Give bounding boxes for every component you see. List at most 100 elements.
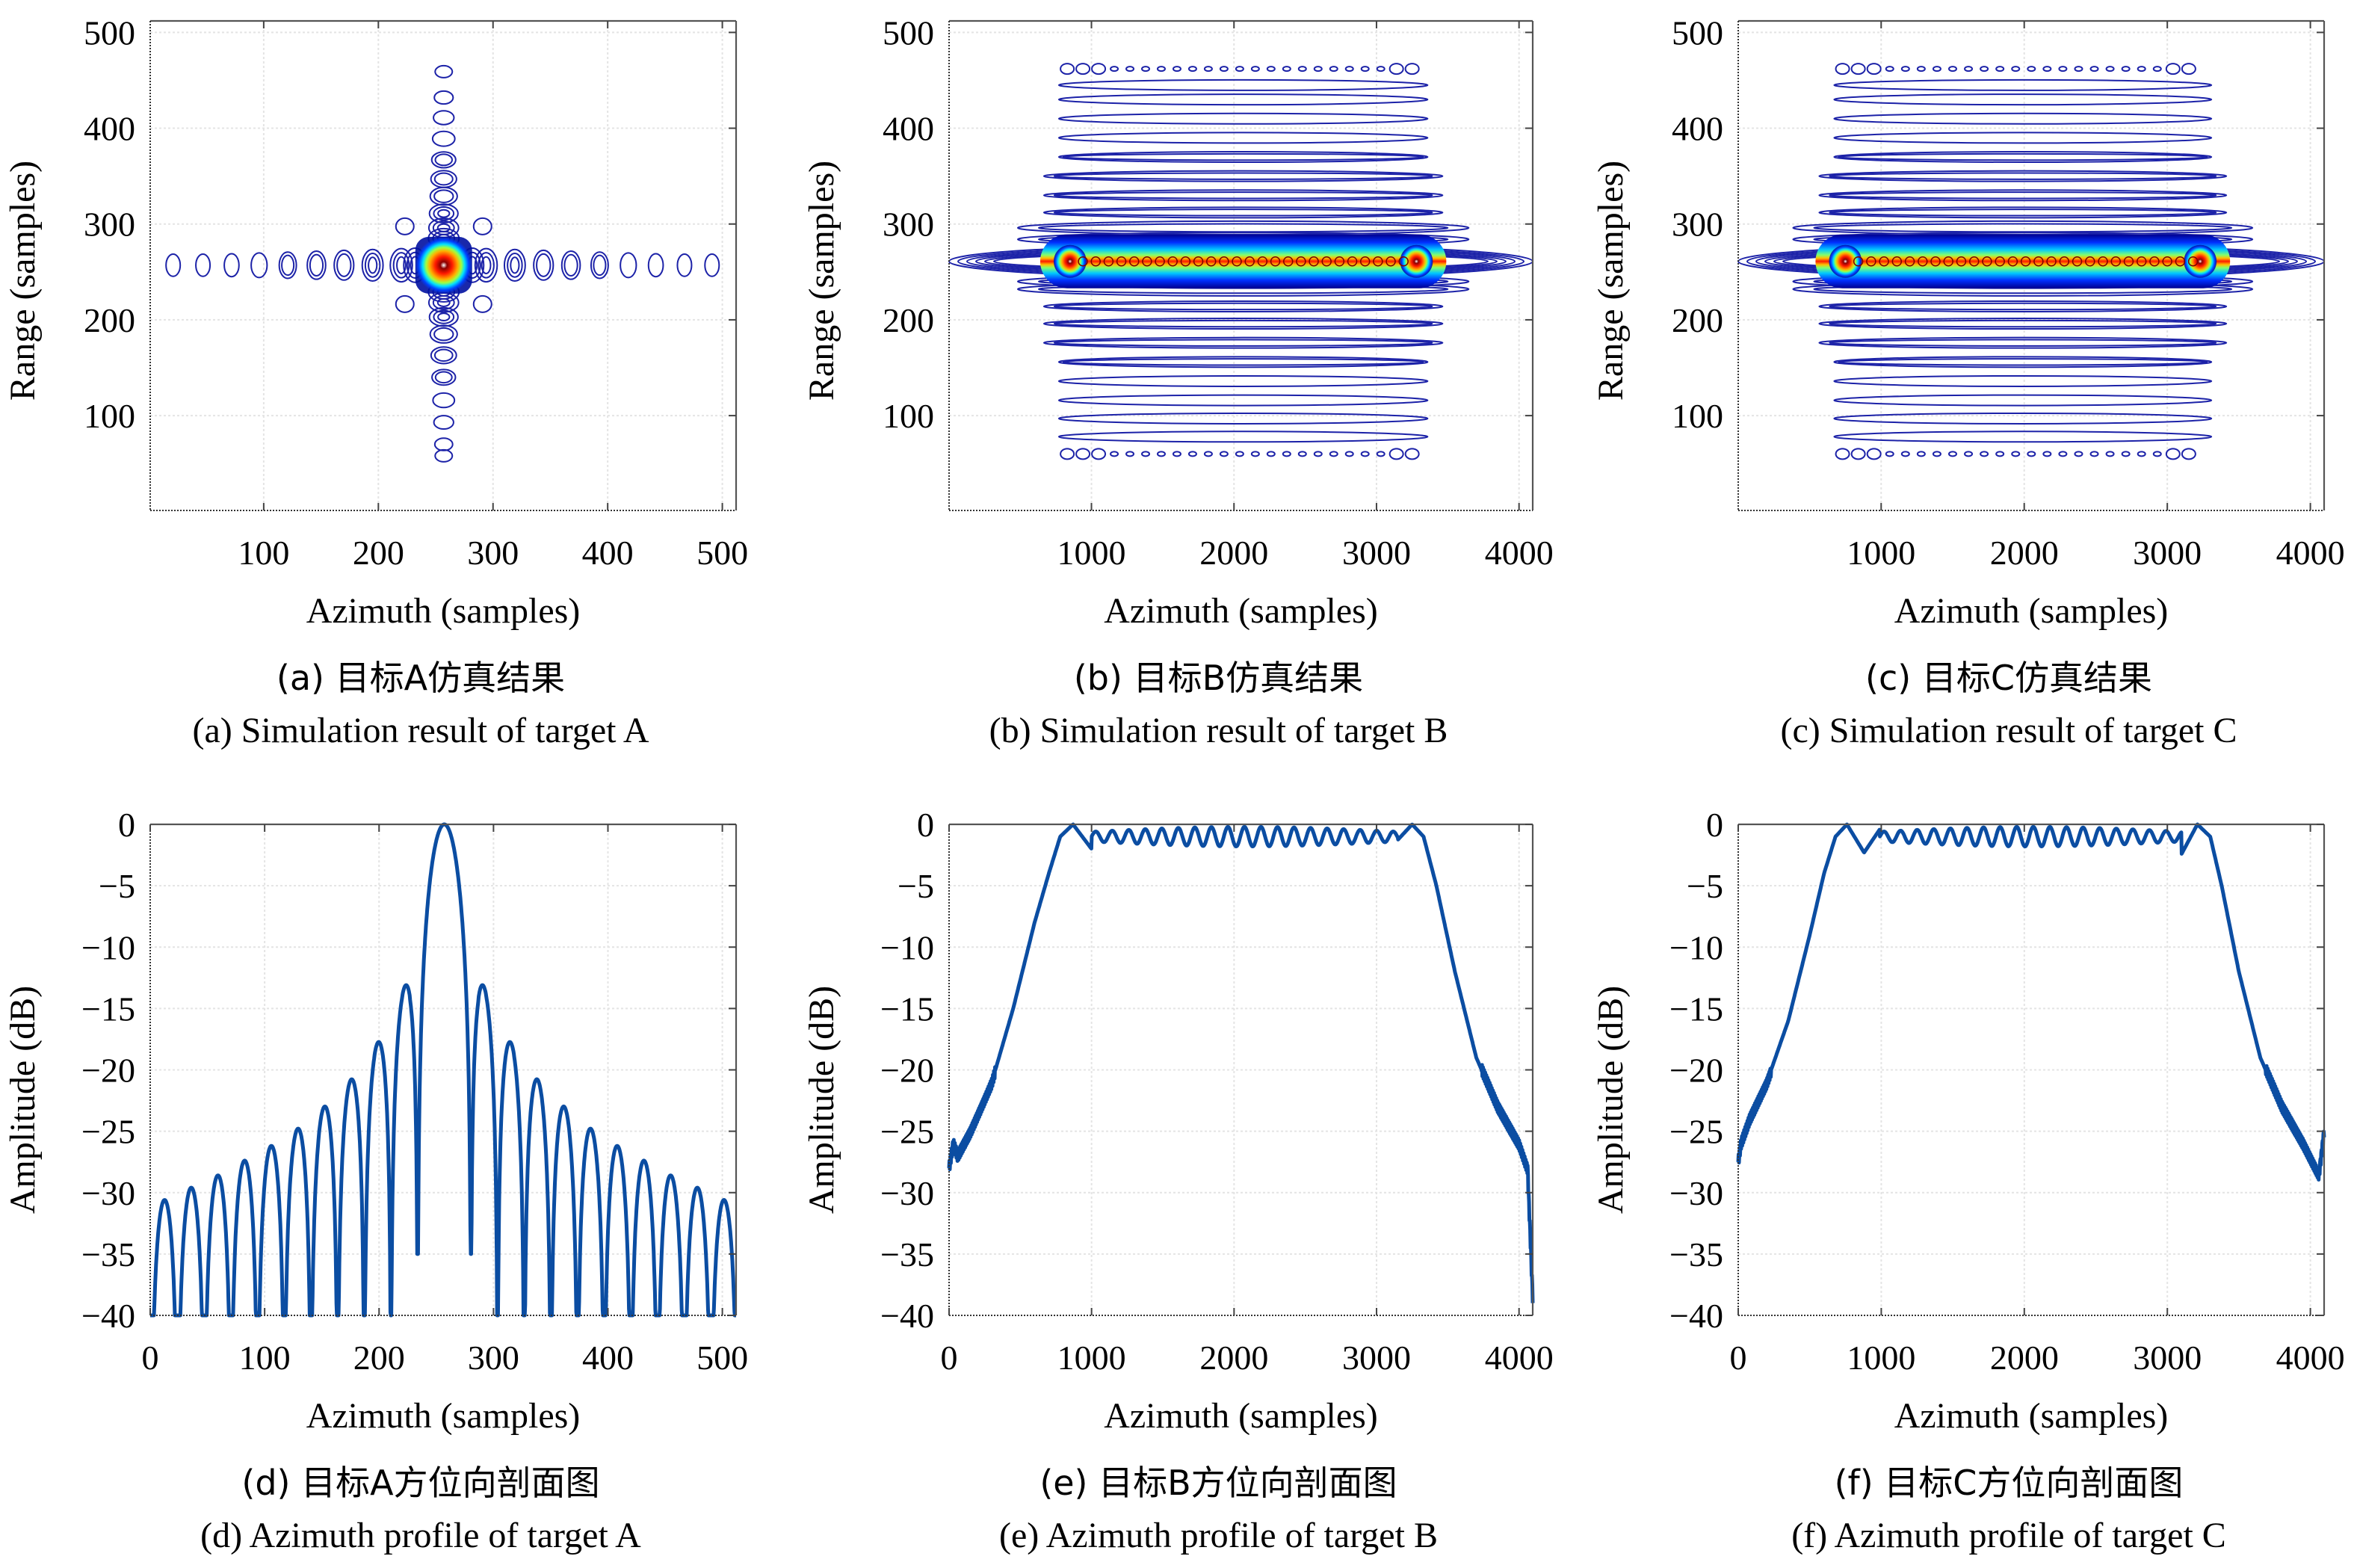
caption-en-e: (e) Azimuth profile of target B [999, 1516, 1438, 1555]
sidelobe-azimuth [392, 252, 410, 279]
sidelobe-row-inner [1838, 358, 2208, 366]
sidelobe-range [437, 209, 451, 218]
sidelobe-row-inner [1829, 302, 2217, 311]
ripple-peak [1879, 256, 1889, 267]
sidelobe-azimuth [389, 247, 413, 283]
sidelobe-row-inner [1829, 172, 2217, 180]
panel-a: 100 200 300 400 500 100 200 300 400 500 Azimuth (s… [3, 13, 748, 631]
sidelobe-dot [1125, 451, 1135, 457]
sidelobe-dot [1156, 66, 1166, 72]
y-tick-label: −20 [1669, 1052, 1723, 1090]
y-tick-label: −5 [898, 867, 934, 905]
sidelobe-dot [1947, 66, 1957, 72]
sidelobe-dot [2074, 66, 2083, 72]
sidelobe-row [1057, 78, 1429, 91]
y-tick-label: −35 [880, 1235, 934, 1274]
sidelobe-dot [1187, 451, 1197, 457]
panel-b: 1000 2000 3000 4000 100 200 300 400 500 Azimuth (… [802, 13, 1554, 631]
sidelobe-azimuth [361, 248, 384, 282]
sidelobe-dot [1313, 451, 1323, 457]
x-tick-label: 300 [468, 1339, 519, 1377]
sidelobe-dot [1172, 66, 1181, 72]
x-tick-label: 2000 [1990, 534, 2059, 572]
sidelobe-range [433, 309, 455, 324]
sidelobe-row-inner [1829, 209, 2217, 217]
ripple-peak [1398, 256, 1409, 267]
sidelobe-row [1818, 300, 2228, 312]
x-tick-label: 200 [353, 534, 404, 572]
ripple-peak [1373, 256, 1383, 267]
sidelobe-azimuth [647, 253, 664, 278]
sidelobe-row [1818, 318, 2228, 330]
ripple-peak [1193, 256, 1204, 267]
sidelobe-dot [1932, 451, 1941, 457]
sidelobe-range [433, 437, 454, 451]
y-tick-label: −40 [81, 1297, 135, 1335]
x-tick-label: 500 [696, 1339, 748, 1377]
sidelobe-range [430, 151, 457, 169]
sidelobe-dot [2121, 66, 2131, 72]
sidelobe-row-inner [1838, 152, 2208, 161]
sidelobe-range [437, 312, 451, 322]
sidelobe-row-inner [1813, 223, 2233, 233]
x-axis-label: Azimuth (samples) [1894, 1396, 2169, 1436]
sidelobe-dot [1344, 451, 1354, 457]
y-tick-label: 0 [118, 806, 135, 844]
sidelobe-dot [1360, 451, 1370, 457]
sidelobe-dot [2027, 451, 2036, 457]
ripple-peak [1180, 256, 1191, 267]
series-line-f [1736, 822, 2326, 1182]
y-axis-label: Amplitude (dB) [1591, 986, 1631, 1214]
ripple-peak [1943, 256, 1953, 267]
sidelobe-dot [1203, 451, 1213, 457]
sidelobe-azimuth [306, 250, 327, 280]
ripple-peak [2020, 256, 2031, 267]
ripple-peak [1853, 256, 1864, 267]
y-tick-label: 100 [1672, 397, 1723, 435]
sidelobe-dot [1900, 66, 1910, 72]
sidelobe-dot [1266, 66, 1276, 72]
sidelobe-dot [1060, 63, 1075, 75]
mainlobe-end-peak [1829, 244, 1862, 278]
y-axis-label: Amplitude (dB) [3, 986, 43, 1214]
ripple-peak [1090, 256, 1102, 267]
panel-c: 1000 2000 3000 4000 100 200 300 400 500 Azimuth (… [1591, 13, 2345, 631]
ripple-peak [2007, 256, 2018, 267]
ripple-peak [1385, 256, 1396, 267]
panel-f: 0 1000 2000 3000 4000 0 −5 −10 −15 −20 −25 −30 −35 −4… [1591, 806, 2345, 1436]
sidelobe-row-inner [1829, 339, 2217, 347]
y-tick-label: −20 [81, 1052, 135, 1090]
mainlobe-band [1815, 234, 2231, 288]
ripple-peak [1116, 256, 1127, 267]
sidelobe-row [1042, 170, 1444, 182]
sidelobe-row [1833, 78, 2213, 91]
caption-cn-d: (d) 目标A方位向剖面图 [241, 1463, 599, 1503]
sidelobe-dot [1250, 66, 1260, 72]
sidelobe-dot [2058, 66, 2068, 72]
sidelobe-row [1833, 151, 2213, 164]
sidelobe-dot [2181, 448, 2196, 460]
y-axis-label: Range (samples) [3, 161, 43, 401]
ripple-peak [1078, 256, 1088, 267]
sidelobe-dot [1388, 63, 1404, 75]
sidelobe-azimuth [481, 256, 492, 274]
ripple-peak [1995, 256, 2005, 267]
y-tick-label: 300 [84, 206, 135, 244]
sidelobe-dot [1329, 66, 1338, 72]
sidelobe-dot [2011, 451, 2021, 457]
sidelobe-row [1057, 112, 1429, 125]
ripple-peak [1219, 256, 1229, 267]
sidelobe-dot [1075, 448, 1091, 460]
sidelobe-range [433, 415, 454, 430]
x-axis-label: Azimuth (samples) [306, 1396, 581, 1436]
ripple-peak [1205, 256, 1217, 267]
sidelobe-azimuth [676, 253, 693, 277]
x-tick-label: 2000 [1990, 1339, 2059, 1377]
sidelobe-dot [1297, 66, 1307, 72]
sidelobe-dot [1141, 66, 1151, 72]
ripple-peak [1282, 256, 1294, 267]
sidelobe-dot [2121, 451, 2131, 457]
y-tick-label: −25 [880, 1113, 934, 1151]
sidelobe-dot [2042, 66, 2052, 72]
sidelobe-dot [1916, 451, 1926, 457]
